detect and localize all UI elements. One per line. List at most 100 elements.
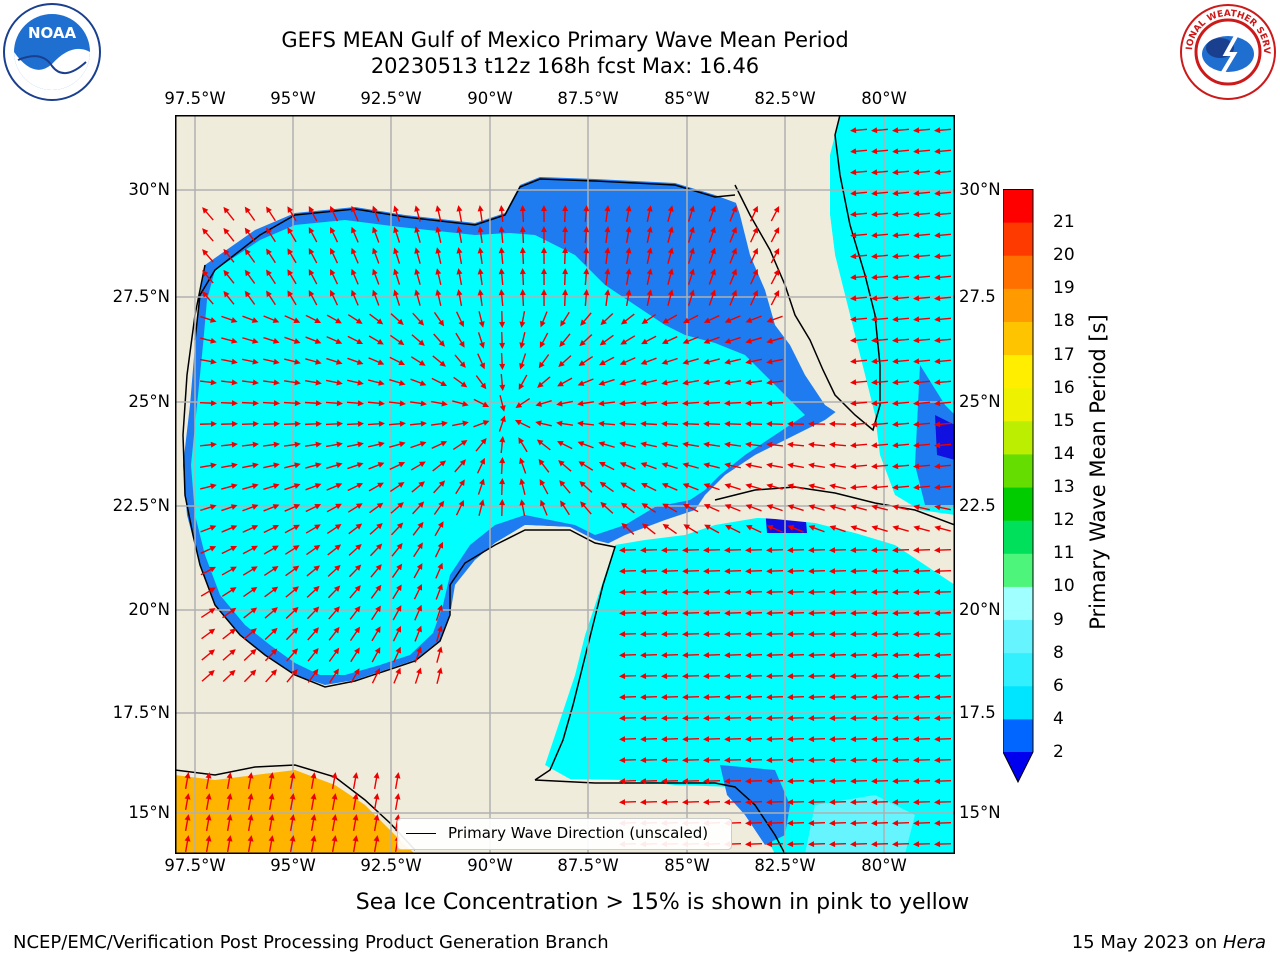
wave-direction-arrow — [268, 814, 275, 832]
lon-tick-label-top: 80°W — [861, 89, 907, 108]
wave-direction-arrow — [850, 463, 868, 470]
wave-direction-arrow — [498, 415, 506, 432]
wave-direction-arrow — [583, 226, 590, 244]
wave-direction-arrow — [871, 736, 889, 743]
wave-direction-arrow — [892, 757, 910, 764]
wave-direction-arrow — [913, 190, 931, 197]
wave-direction-arrow — [703, 379, 721, 386]
wave-direction-arrow — [661, 547, 679, 554]
wave-direction-arrow — [373, 793, 380, 811]
wave-direction-arrow — [414, 268, 421, 285]
wave-direction-arrow — [558, 460, 572, 472]
wave-direction-arrow — [913, 631, 931, 638]
wave-direction-arrow — [310, 814, 317, 832]
wave-direction-arrow — [892, 652, 910, 659]
wave-direction-arrow — [478, 311, 485, 328]
wave-direction-arrow — [745, 315, 762, 323]
wave-direction-arrow — [352, 835, 359, 853]
wave-direction-arrow — [682, 799, 700, 806]
wave-direction-arrow — [850, 841, 868, 848]
wave-direction-arrow — [892, 421, 910, 428]
wave-direction-arrow — [829, 673, 847, 680]
lon-tick-label-bottom: 97.5°W — [164, 856, 226, 875]
wave-direction-arrow — [560, 311, 570, 327]
wave-direction-arrow — [913, 316, 931, 323]
wave-direction-arrow — [871, 799, 889, 806]
wave-direction-arrow — [871, 232, 889, 239]
wave-direction-arrow — [934, 337, 952, 344]
wave-direction-arrow — [787, 694, 805, 701]
wave-direction-arrow — [537, 376, 551, 388]
wave-direction-arrow — [724, 568, 742, 575]
colorbar-tick-label: 4 — [1053, 708, 1064, 729]
wave-direction-arrow — [577, 400, 595, 407]
wave-direction-arrow — [205, 835, 212, 853]
wave-direction-arrow — [724, 504, 741, 512]
wave-direction-arrow — [326, 503, 342, 513]
wave-direction-arrow — [850, 316, 868, 323]
wave-direction-arrow — [221, 525, 238, 533]
wave-direction-arrow — [200, 504, 217, 512]
wave-direction-arrow — [646, 205, 653, 222]
wave-direction-arrow — [724, 589, 742, 596]
wave-direction-arrow — [477, 478, 485, 495]
wave-direction-arrow — [199, 420, 217, 427]
wave-direction-arrow — [808, 736, 826, 743]
wave-direction-arrow — [745, 358, 762, 365]
wave-direction-arrow — [934, 127, 952, 134]
wave-direction-arrow — [200, 337, 217, 344]
wave-direction-arrow — [787, 673, 805, 680]
wave-direction-arrow — [850, 442, 868, 449]
wave-direction-arrow — [263, 566, 279, 577]
wave-direction-arrow — [619, 462, 636, 470]
wave-direction-arrow — [850, 337, 868, 344]
wave-direction-arrow — [221, 545, 238, 555]
lat-tick-label-left: 17.5°N — [112, 703, 170, 722]
wave-direction-arrow — [850, 400, 868, 407]
wave-direction-arrow — [829, 525, 846, 533]
wave-direction-arrow — [560, 500, 570, 516]
wave-direction-arrow — [266, 227, 276, 243]
wave-direction-arrow — [871, 568, 889, 575]
wave-direction-arrow — [413, 583, 423, 600]
wave-direction-arrow — [829, 757, 847, 764]
wave-direction-arrow — [619, 420, 637, 427]
wave-direction-arrow — [871, 652, 889, 659]
colorbar-frame — [1003, 189, 1034, 784]
wave-direction-arrow — [304, 441, 322, 448]
wave-direction-arrow — [640, 462, 657, 470]
wave-direction-arrow — [540, 205, 547, 223]
wave-direction-arrow — [892, 442, 910, 449]
wave-direction-arrow — [351, 247, 359, 264]
wave-direction-arrow — [850, 421, 868, 428]
wave-direction-arrow — [745, 441, 763, 448]
wave-direction-arrow — [200, 525, 217, 533]
wave-direction-arrow — [913, 778, 931, 785]
colorbar-tick-label: 11 — [1053, 543, 1075, 564]
colorbar-segment — [1003, 354, 1033, 389]
wave-direction-arrow — [556, 440, 573, 450]
wave-direction-arrow — [646, 289, 653, 306]
wave-direction-arrow — [766, 589, 784, 596]
wave-direction-arrow — [871, 253, 889, 260]
wave-direction-arrow — [724, 483, 741, 491]
wave-direction-arrow — [499, 352, 506, 370]
wave-direction-arrow — [850, 694, 868, 701]
wave-direction-arrow — [787, 589, 805, 596]
wave-direction-arrow — [539, 332, 549, 348]
wave-direction-arrow — [201, 670, 215, 682]
wave-direction-arrow — [934, 694, 952, 701]
colorbar-segment — [1003, 453, 1033, 488]
wave-direction-arrow — [640, 631, 658, 638]
wave-direction-arrow — [787, 504, 804, 512]
wave-direction-arrow — [766, 441, 784, 448]
wave-direction-arrow — [221, 315, 238, 323]
wave-direction-arrow — [829, 778, 847, 785]
wave-direction-arrow — [640, 736, 658, 743]
wave-direction-arrow — [583, 268, 590, 286]
colorbar-segment — [1003, 321, 1033, 356]
wave-direction-arrow — [184, 835, 191, 853]
wave-direction-arrow — [871, 715, 889, 722]
wave-direction-arrow — [913, 504, 930, 511]
wave-direction-arrow — [808, 610, 826, 617]
